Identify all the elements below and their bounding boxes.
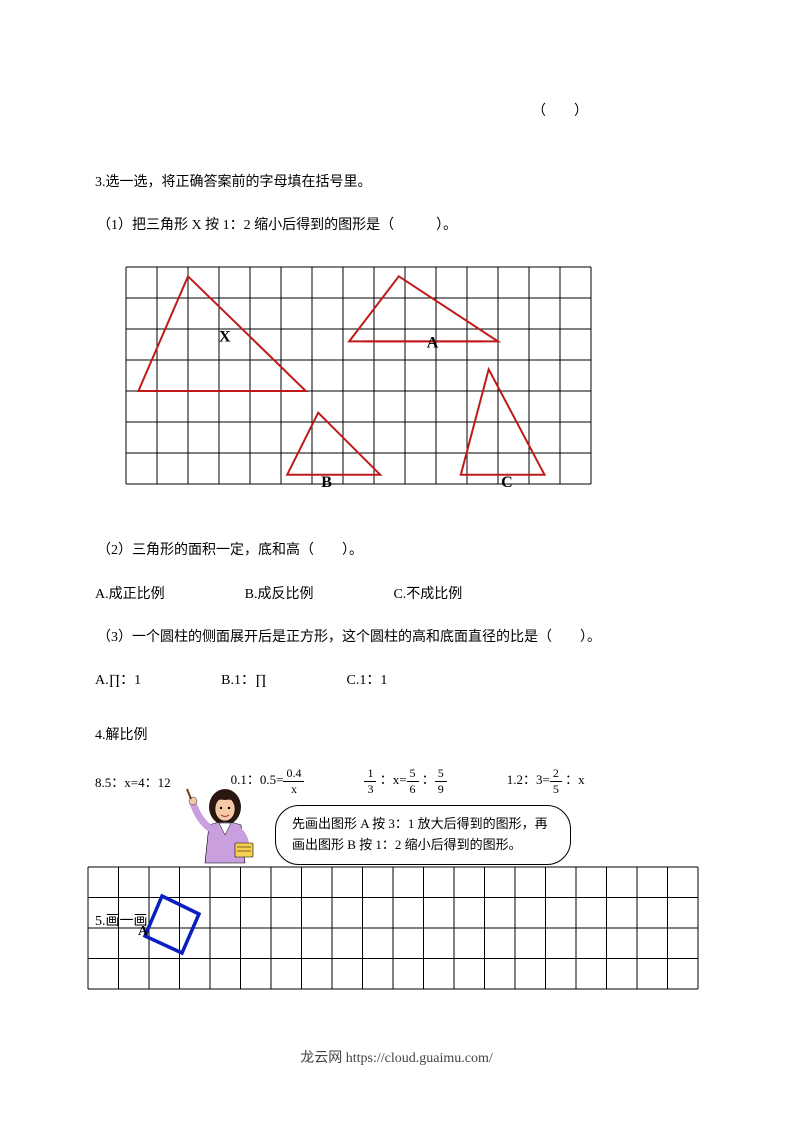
page-content: （ ） 3.选一选，将正确答案前的字母填在括号里。 （1）把三角形 X 按 1：…: [0, 0, 793, 936]
q4-p3-f1-den: 3: [364, 782, 376, 796]
q4-p4-tail: ：x: [562, 772, 585, 787]
q3-sub3-options: A.∏：1 B.1：∏ C.1：1: [95, 668, 698, 693]
q4-p4-den: 5: [550, 782, 562, 796]
q3-sub3-opt-c: C.1：1: [347, 668, 388, 693]
q4-p3-f3-num: 5: [435, 766, 447, 781]
q4-p2-den: x: [283, 782, 304, 796]
q4-p2-fraction: 0.4x: [283, 766, 304, 796]
q4-p4: 1.2：3=25 ：x: [507, 766, 585, 796]
q4-p3-f1: 13: [364, 766, 376, 796]
q4-p2-num: 0.4: [283, 766, 304, 781]
q4-p3: 13 ：x=56 ：59: [364, 766, 446, 796]
svg-text:C: C: [501, 474, 513, 491]
speech-bubble: 先画出图形 A 按 3：1 放大后得到的图形，再 画出图形 B 按 1：2 缩小…: [275, 805, 571, 865]
q3-sub3: （3）一个圆柱的侧面展开后是正方形，这个圆柱的高和底面直径的比是（ ）。: [95, 625, 698, 650]
q4-p3-sep: ：: [419, 772, 435, 787]
q4-p4-num: 2: [550, 766, 562, 781]
bubble-line2: 画出图形 B 按 1：2 缩小后得到的图形。: [292, 835, 554, 856]
page-footer: 龙云网 https://cloud.guaimu.com/: [0, 1047, 793, 1067]
q4-p1: 8.5：x=4：12: [95, 772, 171, 791]
q4-heading: 4.解比例: [95, 723, 698, 748]
bubble-line1: 先画出图形 A 按 3：1 放大后得到的图形，再: [292, 814, 554, 835]
q3-sub2-opt-a: A.成正比例: [95, 582, 165, 607]
q4-p3-f2-den: 6: [407, 782, 419, 796]
teacher-illustration: [185, 785, 265, 867]
q4-p3-f3-den: 9: [435, 782, 447, 796]
q3-sub3-opt-b: B.1：∏: [221, 668, 266, 693]
q4-p4-lhs: 1.2：3=: [507, 772, 550, 787]
q3-sub1: （1）把三角形 X 按 1：2 缩小后得到的图形是（ ）。: [95, 213, 698, 238]
q4-p4-fraction: 25: [550, 766, 562, 796]
q3-sub2-opt-c: C.不成比例: [393, 582, 462, 607]
q3-sub2-options: A.成正比例 B.成反比例 C.不成比例: [95, 582, 698, 607]
svg-text:A: A: [427, 335, 439, 352]
bracket-blank-top: （ ）: [95, 100, 698, 120]
q5-heading: 5.画一画: [95, 910, 148, 930]
q3-heading: 3.选一选，将正确答案前的字母填在括号里。: [95, 170, 698, 195]
q3-diagram: X A B C: [125, 266, 592, 503]
q4-p3-f2: 56: [407, 766, 419, 796]
q4-p3-f3: 59: [435, 766, 447, 796]
q4-p3-mid: ：x=: [376, 772, 406, 787]
svg-text:B: B: [321, 474, 332, 491]
q3-sub2: （2）三角形的面积一定，底和高（ ）。: [95, 538, 698, 563]
q4-p3-f1-num: 1: [364, 766, 376, 781]
q3-sub3-opt-a: A.∏：1: [95, 668, 141, 693]
q3-sub2-opt-b: B.成反比例: [245, 582, 314, 607]
svg-text:X: X: [219, 329, 231, 346]
q4-p3-f2-num: 5: [407, 766, 419, 781]
